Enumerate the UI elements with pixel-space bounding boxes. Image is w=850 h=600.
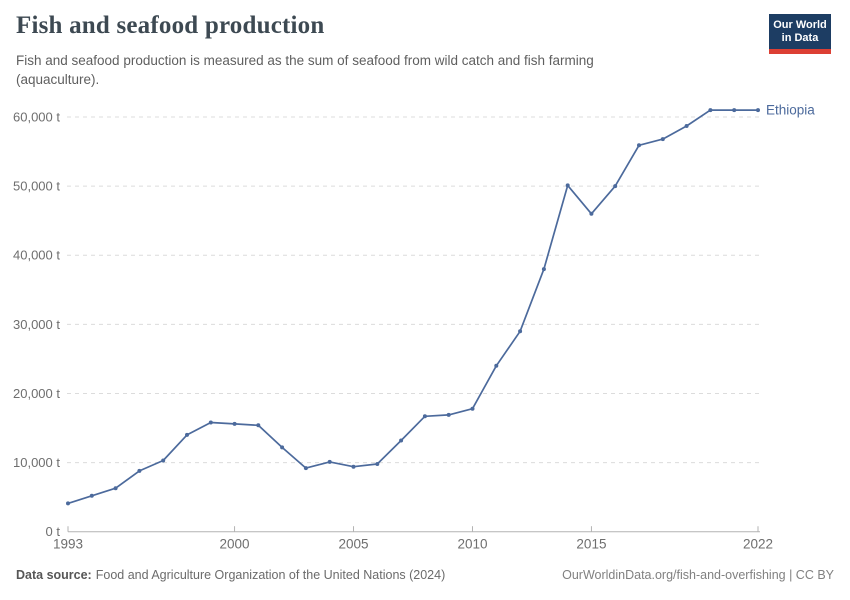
data-point-ethiopia-1995[interactable] [113, 486, 118, 491]
data-point-ethiopia-1997[interactable] [161, 458, 166, 463]
x-tick-label-2005: 2005 [338, 537, 368, 552]
data-point-ethiopia-2003[interactable] [303, 466, 308, 471]
data-point-ethiopia-2018[interactable] [660, 137, 665, 142]
series-label-ethiopia[interactable]: Ethiopia [766, 103, 815, 118]
data-point-ethiopia-1999[interactable] [208, 420, 213, 425]
data-point-ethiopia-2011[interactable] [494, 363, 499, 368]
footer-link[interactable]: OurWorldinData.org/fish-and-overfishing … [562, 568, 834, 582]
data-point-ethiopia-2012[interactable] [518, 329, 523, 334]
data-point-ethiopia-2017[interactable] [637, 143, 641, 148]
data-source-text: Food and Agriculture Organization of the… [95, 568, 446, 582]
data-point-ethiopia-2022[interactable] [756, 108, 760, 113]
y-tick-label-30000: 30,000 t [13, 317, 60, 332]
x-tick-label-2015: 2015 [576, 537, 606, 552]
data-point-ethiopia-2016[interactable] [613, 184, 618, 189]
data-point-ethiopia-2019[interactable] [684, 124, 689, 128]
page-title: Fish and seafood production [16, 12, 325, 39]
data-point-ethiopia-2015[interactable] [589, 211, 594, 216]
y-tick-label-60000: 60,000 t [13, 110, 60, 125]
owid-logo-line2: in Data [781, 32, 819, 44]
series-line-ethiopia[interactable] [67, 109, 759, 505]
data-point-ethiopia-2014[interactable] [565, 183, 570, 188]
data-source-note: Data source: Food and Agriculture Organiz… [16, 567, 445, 583]
data-point-ethiopia-2002[interactable] [280, 445, 285, 450]
data-point-ethiopia-2009[interactable] [446, 412, 451, 417]
data-point-ethiopia-1996[interactable] [137, 468, 142, 473]
x-tick-label-2010: 2010 [457, 537, 487, 552]
x-tick-label-1993: 1993 [53, 537, 83, 552]
data-point-ethiopia-2020[interactable] [708, 108, 713, 113]
data-point-ethiopia-2007[interactable] [399, 438, 404, 443]
x-tick-label-2000: 2000 [220, 537, 250, 552]
data-point-ethiopia-2013[interactable] [541, 267, 546, 272]
data-point-ethiopia-1998[interactable] [185, 432, 189, 437]
data-point-ethiopia-2000[interactable] [232, 421, 237, 426]
y-tick-label-20000: 20,000 t [13, 386, 60, 401]
owid-logo-line1: Our World [773, 19, 827, 31]
data-point-ethiopia-2008[interactable] [422, 414, 427, 419]
chart-footer: Data source: Food and Agriculture Organiz… [16, 567, 834, 583]
data-source-label: Data source: [16, 568, 92, 582]
data-point-ethiopia-2021[interactable] [732, 108, 737, 113]
data-point-ethiopia-1994[interactable] [89, 493, 94, 498]
data-point-ethiopia-2005[interactable] [351, 464, 356, 469]
x-tick-label-2022: 2022 [743, 537, 773, 552]
data-point-ethiopia-2010[interactable] [470, 406, 475, 411]
chart-subtitle: Fish and seafood production is measured … [16, 53, 594, 87]
y-tick-label-40000: 40,000 t [13, 248, 60, 263]
owid-logo[interactable]: Our World in Data [769, 14, 831, 54]
data-point-ethiopia-2004[interactable] [327, 459, 332, 464]
y-tick-label-10000: 10,000 t [13, 455, 60, 470]
y-tick-label-50000: 50,000 t [13, 179, 60, 194]
data-point-ethiopia-2001[interactable] [256, 423, 261, 428]
data-point-ethiopia-1993[interactable] [66, 501, 70, 506]
data-point-ethiopia-2006[interactable] [375, 462, 380, 466]
y-tick-label-0: 0 t [46, 524, 61, 539]
